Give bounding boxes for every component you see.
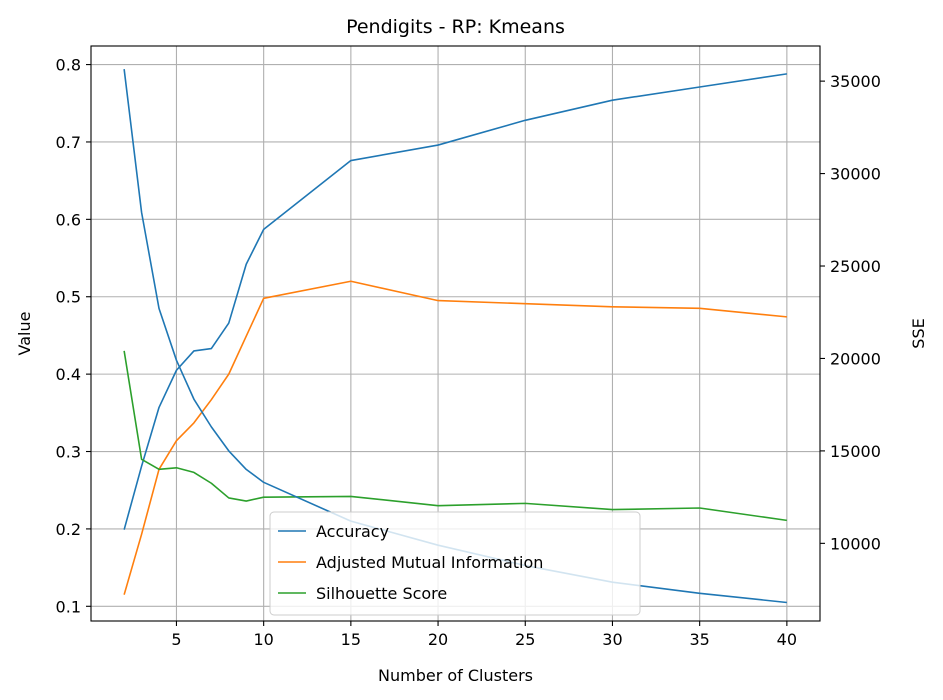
series-line-silhouette-score (123, 350, 787, 522)
legend-entry: Accuracy (316, 522, 389, 541)
legend-box (269, 511, 641, 616)
x-axis-label: Number of Clusters (378, 666, 533, 685)
y2-tick-label: 20000 (830, 349, 881, 368)
series-line-accuracy (123, 73, 787, 530)
y2-axis-label: SSE (909, 318, 928, 348)
y-tick-label: 0.6 (56, 210, 81, 229)
x-tick-label: 15 (341, 630, 361, 649)
y-tick-label: 0.5 (56, 288, 81, 307)
x-tick-label: 35 (689, 630, 709, 649)
y-axis-right: 10000 15000 20000 25000 30000 35000 (820, 72, 881, 553)
y2-tick-label: 25000 (830, 257, 881, 276)
x-tick-label: 5 (171, 630, 181, 649)
legend-entry: Adjusted Mutual Information (316, 553, 543, 572)
legend: Accuracy Adjusted Mutual Information Silho… (269, 511, 641, 616)
y2-tick-label: 15000 (830, 442, 881, 461)
x-tick-label: 30 (602, 630, 622, 649)
y-tick-label: 0.8 (56, 56, 81, 75)
x-tick-label: 25 (515, 630, 535, 649)
y2-tick-label: 30000 (830, 165, 881, 184)
y-tick-label: 0.2 (56, 520, 81, 539)
x-tick-label: 20 (428, 630, 448, 649)
y-axis-label: Value (15, 312, 34, 356)
y-axis-left: 0.1 0.2 0.3 0.4 0.5 0.6 0.7 0.8 (56, 56, 91, 616)
y-tick-label: 0.3 (56, 443, 81, 462)
series-line-adjusted-mutual-information (123, 280, 787, 595)
y-tick-label: 0.4 (56, 365, 81, 384)
plot-frame (90, 45, 821, 622)
y2-tick-label: 35000 (830, 72, 881, 91)
x-tick-label: 10 (253, 630, 273, 649)
x-axis: 5 10 15 20 25 30 35 40 (171, 621, 797, 649)
x-tick-label: 40 (777, 630, 797, 649)
y-tick-label: 0.7 (56, 133, 81, 152)
chart-title: Pendigits - RP: Kmeans (346, 16, 565, 38)
y-tick-label: 0.1 (56, 597, 81, 616)
y2-tick-label: 10000 (830, 534, 881, 553)
grid (91, 46, 820, 621)
legend-entry: Silhouette Score (316, 584, 447, 603)
